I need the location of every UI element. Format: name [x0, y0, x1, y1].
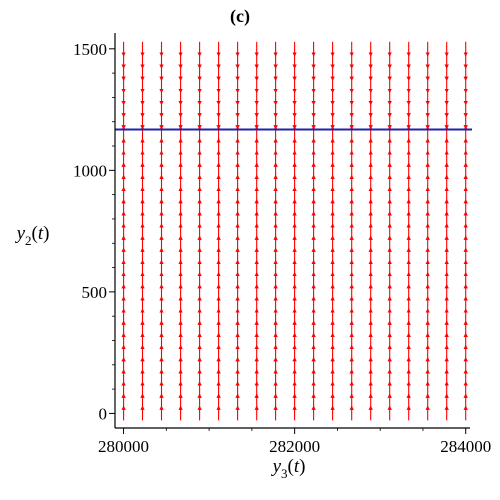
- x-axis-label-arg: t: [294, 456, 300, 477]
- x-tick-label: 284000: [440, 437, 491, 456]
- y-tick-label: 1000: [73, 161, 107, 180]
- x-axis-label-var: y: [271, 456, 282, 477]
- y-axis-label: y2(t): [15, 223, 50, 248]
- y-axis-label-sub: 2: [25, 233, 32, 248]
- y-tick-label: 1500: [73, 40, 107, 59]
- x-tick-label: 282000: [269, 437, 320, 456]
- vector-field: [121, 41, 468, 421]
- chart-title: (c): [230, 6, 250, 27]
- x-axis-label-sub: 3: [281, 466, 288, 481]
- y-tick-label: 0: [99, 404, 108, 423]
- x-axis-label: y3(t): [271, 456, 306, 481]
- x-tick-label: 280000: [98, 437, 149, 456]
- y-tick-label: 500: [82, 283, 108, 302]
- y-axis-label-var: y: [15, 223, 26, 244]
- axis-ticks: 0 500 1000 1500 280000 282000 284000: [73, 40, 491, 456]
- y-axis-label-arg: t: [38, 223, 44, 244]
